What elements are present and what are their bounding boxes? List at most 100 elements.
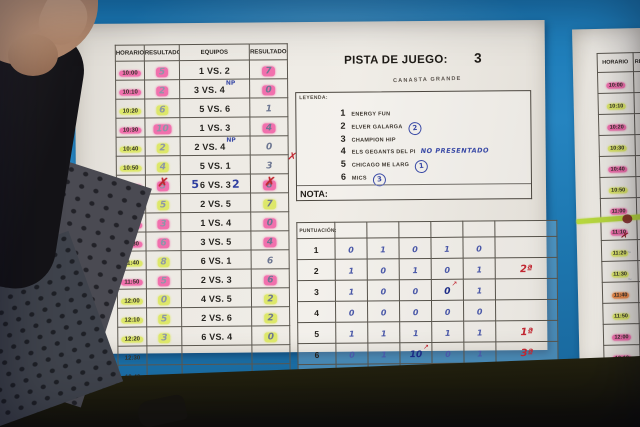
total-cell [495, 278, 558, 300]
result-cell: 4 [249, 116, 289, 137]
result-cell: 7 [249, 59, 288, 80]
time-label: 10:00 [119, 70, 141, 77]
result-cell: 3 [146, 326, 182, 346]
score-row: 5 1 1 1 1 1 1ª [297, 320, 558, 344]
team-number: 2 [313, 265, 319, 276]
handwritten-score: 5 [157, 314, 171, 325]
table-row: 11:50 [602, 302, 640, 325]
handwritten-score: 0 [265, 142, 273, 153]
match-label: 4 VS. 5 [200, 293, 232, 304]
handwritten-point: 1 [444, 328, 451, 338]
time-label: 11:20 [610, 250, 629, 257]
title-row: PISTA DE JUEGO: 3 [303, 49, 523, 69]
score-row: 4 0 0 0 0 0 [297, 299, 558, 323]
result-cell: 6 [145, 231, 182, 251]
time-cell: 12:20 [117, 326, 147, 347]
match-cell: 2 VS. 6 [181, 307, 252, 327]
team-number: 6 [314, 349, 320, 360]
red-rank-note: 1ª [520, 327, 534, 339]
result-cell: 8 ✗ [250, 173, 289, 194]
time-cell: 10:40 [599, 155, 636, 178]
time-label: 10:30 [119, 127, 142, 134]
score-cell: 1 [399, 258, 432, 280]
handwritten-point: 10 [409, 350, 423, 361]
handwritten-point: 0 [348, 245, 354, 255]
match-label: 5 VS. 1 [199, 160, 231, 171]
time-label: 10:40 [119, 146, 142, 153]
time-label: 10:20 [119, 108, 142, 115]
result-cell: 3 [145, 212, 181, 232]
table-row: 12:20 3 6 VS. 4 0 [117, 325, 290, 347]
score-cell: 1 [335, 259, 368, 281]
handwritten-point: 0 [412, 245, 418, 255]
match-label: 1 VS. 2 [198, 65, 230, 76]
column-header: RESULTADO [144, 44, 180, 61]
page-title: PISTA DE JUEGO: [344, 53, 448, 67]
score-table-label: PUNTUACIÓN: [296, 222, 337, 239]
handwritten-score: 4 [156, 162, 169, 173]
score-cell: 1 [463, 341, 497, 364]
time-cell: 10:00 [115, 60, 145, 81]
time-label: 10:40 [608, 166, 627, 173]
score-cell: 10 ↗ [399, 342, 433, 364]
handwritten-score: 2 [264, 313, 277, 324]
handwritten-point: 1 [348, 287, 355, 297]
column-header: HORARIO [115, 44, 145, 62]
result-cell: 6 [251, 268, 290, 289]
match-cell: 3 VS. 5 [180, 231, 252, 251]
time-label: 11:30 [611, 271, 630, 278]
time-label: 12:30 [124, 355, 141, 362]
time-cell: 12:10 [117, 307, 147, 328]
total-cell: 1ª [495, 320, 558, 342]
handwritten-score: 1 [265, 104, 272, 115]
result-cell: 0 [250, 211, 289, 232]
handwritten-point: 0 [380, 287, 387, 297]
score-cell: 0 [462, 236, 496, 259]
result-cell: 6 [144, 98, 180, 118]
score-cell: 0 [398, 237, 432, 259]
match-cell: 4 VS. 5 [181, 288, 252, 308]
handwritten-score: 0 [263, 218, 276, 229]
team-number: 5 [314, 328, 320, 339]
handwritten-score: 8 [157, 257, 170, 268]
result-cell: 2 [144, 79, 180, 99]
pencil-scribble: ~ [627, 249, 632, 257]
result-cell: 0 [146, 288, 182, 308]
match-label: 3 VS. 4 [193, 84, 225, 96]
match-cell: 1 VS. 2 [179, 60, 250, 80]
result-cell: 10 [144, 117, 181, 137]
team-number-cell: 2 [297, 259, 336, 281]
column-header: EQUIPOS [179, 44, 250, 61]
time-label: 10:10 [119, 89, 141, 96]
empty-cell [398, 221, 431, 238]
handwritten-score: 0 [262, 85, 275, 96]
score-row: 1 0 1 0 1 0 [296, 236, 558, 260]
match-cell: 1 VS. 3 [179, 117, 251, 137]
time-cell: 10:50 [599, 176, 637, 199]
time-cell: 10:30 [598, 134, 636, 157]
team-number: 1 [313, 244, 319, 255]
match-cell: 2 VS. 3 [181, 269, 252, 289]
match-label: 1 VS. 4 [200, 217, 232, 228]
table-row: 10:40 2 2 VS. 4NP 0 [116, 135, 289, 157]
red-arrow-mark: ↗ [451, 280, 458, 288]
handwritten-score: 0 [264, 332, 277, 343]
score-cell: 1 [463, 257, 496, 280]
match-cell: 2 VS. 5 [180, 193, 251, 213]
handwritten-score: 5 [157, 276, 170, 287]
total-cell [495, 299, 558, 321]
match-label: 6 VS. 4 [201, 331, 233, 342]
time-cell: 11:40 [602, 281, 639, 304]
handwritten-score: 5 [156, 200, 170, 211]
table-row: 10:20 6 5 VS. 6 1 [115, 97, 288, 119]
result-cell [634, 113, 640, 135]
handwritten-score: 3 [266, 161, 273, 172]
table-row: 10:00 5 1 VS. 2 7 [115, 59, 288, 81]
table-row: 10:20 [598, 113, 640, 136]
nota-label: NOTA: [300, 188, 328, 200]
handwritten-point: 1 [412, 329, 419, 339]
result-cell: 2 [251, 306, 290, 327]
time-label: 12:00 [121, 298, 143, 305]
result-cell: 4 [250, 230, 290, 251]
score-cell: 1 [367, 321, 400, 344]
